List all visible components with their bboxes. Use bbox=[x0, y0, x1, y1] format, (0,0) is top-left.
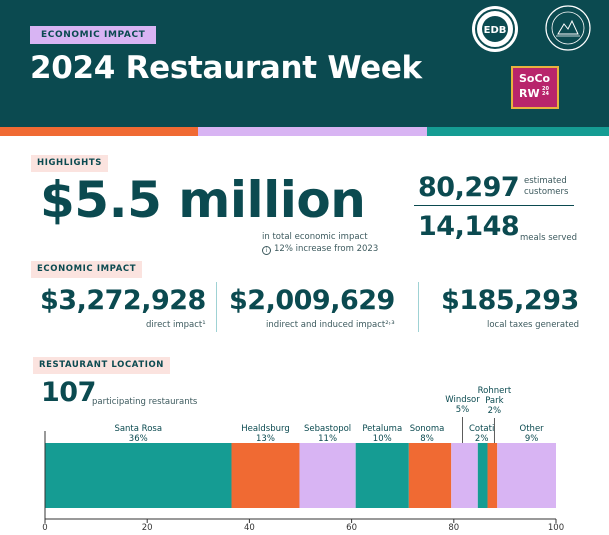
meals-desc: meals served bbox=[520, 233, 578, 243]
page-title: 2024 Restaurant Week bbox=[30, 50, 422, 86]
indirect-impact-value: $2,009,629 bbox=[229, 285, 395, 316]
economic-impact-label: ECONOMIC IMPACT bbox=[31, 261, 143, 278]
economic-divider-2 bbox=[418, 282, 419, 332]
direct-impact-value: $3,272,928 bbox=[40, 285, 206, 316]
county-seal-icon bbox=[545, 5, 591, 51]
info-icon: i bbox=[262, 246, 271, 255]
impact-increase-note: i 12% increase from 2023 bbox=[262, 244, 378, 255]
total-impact-desc: in total economic impact bbox=[262, 232, 368, 242]
total-impact-value: $5.5 million bbox=[40, 171, 366, 229]
impact-increase-text: 12% increase from 2023 bbox=[274, 244, 379, 254]
segment-percent: 5% bbox=[455, 405, 470, 415]
bar-segment-sebastopol bbox=[299, 443, 356, 508]
x-tick-label-80: 80 bbox=[448, 523, 460, 533]
segment-name: Petaluma bbox=[362, 424, 403, 434]
header-banner: ECONOMIC IMPACT 2024 Restaurant Week EDB… bbox=[0, 0, 609, 127]
bar-segment-santa-rosa bbox=[45, 443, 232, 508]
customers-value: 80,297 bbox=[418, 172, 520, 203]
x-tick-label-60: 60 bbox=[346, 523, 358, 533]
segment-percent: 11% bbox=[318, 434, 338, 444]
stripe-lavender bbox=[198, 127, 427, 136]
rw-logo-line-2: RW bbox=[519, 87, 540, 100]
segment-label-cotati: Cotati 2% bbox=[469, 424, 494, 444]
direct-impact-desc: direct impact¹ bbox=[146, 320, 206, 330]
indirect-impact-desc: indirect and induced impact²˒³ bbox=[266, 320, 395, 330]
customers-desc-1: estimated bbox=[524, 176, 567, 186]
segment-percent: 36% bbox=[128, 434, 148, 444]
rw-logo-year: 2024 bbox=[542, 86, 549, 97]
edb-logo-text: EDB bbox=[484, 25, 507, 36]
restaurant-location-label: RESTAURANT LOCATION bbox=[33, 357, 171, 374]
stripe-orange bbox=[0, 127, 198, 136]
segment-name: Other bbox=[519, 424, 544, 434]
bar-segment-petaluma bbox=[355, 443, 409, 508]
segment-percent: 8% bbox=[420, 434, 434, 444]
segment-percent: 2% bbox=[474, 434, 489, 444]
segment-label-santa-rosa: Santa Rosa 36% bbox=[114, 424, 162, 444]
local-taxes-desc: local taxes generated bbox=[487, 320, 580, 330]
meals-value: 14,148 bbox=[418, 211, 520, 242]
segment-percent: 9% bbox=[524, 434, 539, 444]
segment-label-rohnert-park: Rohnert Park 2% bbox=[478, 386, 512, 416]
bar-segment-other bbox=[497, 443, 556, 508]
edb-logo-icon: EDB bbox=[472, 6, 518, 52]
bar-segment-windsor bbox=[451, 443, 478, 508]
segment-name: Rohnert Park bbox=[477, 386, 512, 406]
segment-label-healdsburg: Healdsburg 13% bbox=[241, 424, 290, 444]
x-tick-label-0: 0 bbox=[42, 523, 48, 533]
segment-percent: 2% bbox=[487, 406, 502, 416]
bar-segment-healdsburg bbox=[231, 443, 300, 508]
bar-segment-rohnert-park bbox=[487, 443, 498, 508]
local-taxes-value: $185,293 bbox=[441, 285, 579, 316]
segment-name: Cotati bbox=[468, 424, 495, 434]
highlights-label: HIGHLIGHTS bbox=[31, 155, 108, 172]
economic-impact-badge: ECONOMIC IMPACT bbox=[30, 26, 157, 44]
segment-percent: 13% bbox=[256, 434, 275, 444]
segment-name: Healdsburg bbox=[241, 424, 290, 434]
segment-name: Windsor bbox=[445, 395, 480, 405]
restaurant-count-value: 107 bbox=[41, 377, 96, 408]
segment-name: Santa Rosa bbox=[114, 424, 163, 434]
restaurant-count-desc: participating restaurants bbox=[92, 397, 198, 407]
x-tick-label-20: 20 bbox=[141, 523, 153, 533]
segment-label-windsor: Windsor 5% bbox=[445, 395, 480, 415]
chart-svg bbox=[44, 417, 557, 523]
x-tick-label-40: 40 bbox=[243, 523, 255, 533]
highlights-divider bbox=[414, 205, 574, 206]
customers-desc-2: customers bbox=[524, 187, 569, 197]
bar-segment-sonoma bbox=[408, 443, 452, 508]
rw-logo-line-1: SoCo bbox=[519, 72, 551, 85]
economic-divider-1 bbox=[216, 282, 217, 332]
x-tick-label-100: 100 bbox=[547, 523, 565, 533]
segment-label-other: Other 9% bbox=[520, 424, 544, 444]
segment-name: Sebastopol bbox=[304, 424, 352, 434]
bar-segment-cotati bbox=[477, 443, 488, 508]
segment-label-petaluma: Petaluma 10% bbox=[362, 424, 402, 444]
restaurant-location-chart: Santa Rosa 36% Healdsburg 13% Sebastopol 11% P… bbox=[0, 380, 609, 535]
soco-rw-logo: SoCo RW 2024 bbox=[511, 66, 559, 109]
segment-name: Sonoma bbox=[409, 424, 445, 434]
segment-percent: 10% bbox=[372, 434, 392, 444]
stripe-teal bbox=[427, 127, 609, 136]
segment-label-sebastopol: Sebastopol 11% bbox=[304, 424, 351, 444]
segment-label-sonoma: Sonoma 8% bbox=[410, 424, 445, 444]
